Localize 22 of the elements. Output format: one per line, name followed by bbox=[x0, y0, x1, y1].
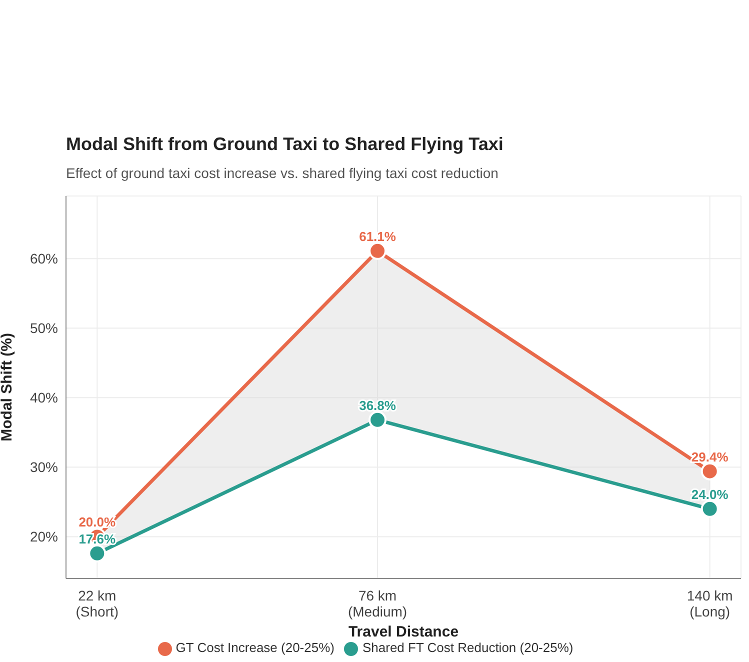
y-tick-label: 30% bbox=[30, 459, 58, 476]
legend-label: GT Cost Increase (20-25%) bbox=[176, 640, 334, 656]
legend-label: Shared FT Cost Reduction (20-25%) bbox=[362, 640, 574, 656]
point bbox=[368, 410, 387, 429]
x-axis-title: Travel Distance bbox=[348, 623, 459, 640]
x-tick-label: 76 km (Medium) bbox=[348, 587, 408, 620]
point bbox=[700, 462, 719, 480]
data-label: 61.1% bbox=[359, 228, 396, 244]
point bbox=[700, 500, 719, 518]
y-tick-label: 50% bbox=[30, 320, 58, 336]
point bbox=[368, 242, 387, 260]
y-tick-label: 40% bbox=[30, 390, 58, 406]
data-label: 36.8% bbox=[359, 398, 396, 413]
y-tick-label: 60% bbox=[30, 250, 58, 267]
point bbox=[88, 544, 106, 562]
data-label: 24.0% bbox=[691, 486, 729, 502]
chart-title: Modal Shift from Ground Taxi to Shared Flying Taxi bbox=[66, 134, 504, 155]
x-tick-label: 22 km (Short) bbox=[76, 587, 119, 620]
x-tick-label: 140 km (Long) bbox=[686, 587, 733, 620]
chart-subtitle: Effect of ground taxi cost increase vs. shared flying taxi cost reduction bbox=[66, 165, 498, 181]
y-axis-title: Modal Shift (%) bbox=[0, 333, 16, 442]
y-tick-label: 20% bbox=[30, 528, 58, 545]
